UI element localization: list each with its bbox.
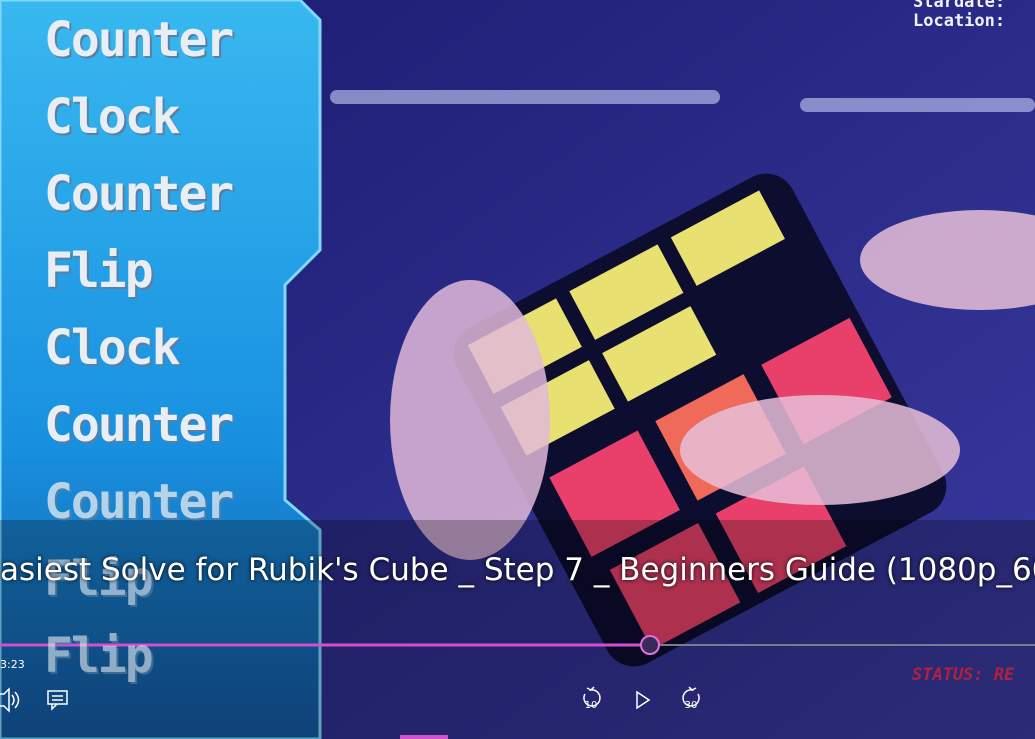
- panel-word: Flip: [44, 551, 154, 607]
- panel-word: Flip: [44, 628, 154, 684]
- panel-word: Counter: [44, 166, 234, 222]
- panel-word: Clock: [44, 89, 180, 145]
- panel-word: Counter: [44, 12, 234, 68]
- status-label: STATUS: RE: [912, 665, 1015, 685]
- panel-word: Counter: [44, 397, 234, 453]
- panel-word: Flip: [44, 243, 154, 299]
- location-label: Location:: [913, 11, 1006, 31]
- stardate-label: Stardate:: [913, 0, 1006, 12]
- elapsed-time: 3:23: [0, 658, 25, 671]
- video-title: asiest Solve for Rubik's Cube _ Step 7 _…: [0, 552, 1035, 588]
- panel-word: Counter: [44, 474, 234, 530]
- panel-word: Clock: [44, 320, 180, 376]
